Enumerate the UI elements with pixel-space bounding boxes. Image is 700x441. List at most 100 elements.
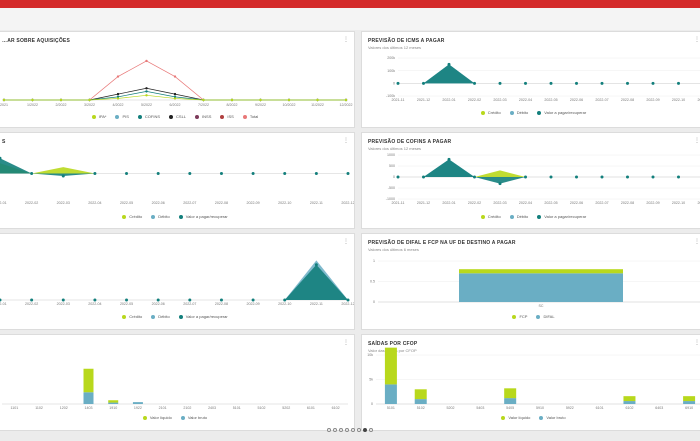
data-point [116,97,120,100]
bar-segment [414,389,427,400]
legend-item[interactable]: ISS [220,114,234,119]
data-point [93,172,97,175]
legend-item[interactable]: Valor a pagar/recuperar [537,214,586,219]
legend-item[interactable]: Crédito [122,314,142,319]
x-tick-label: 2022-06 [152,201,165,205]
x-tick-label: 2022-04 [88,201,101,205]
x-tick-label: 2022-09 [646,98,659,102]
y-tick-label: -100k [386,94,395,98]
x-tick-label: 6101 [596,406,604,410]
legend-label: Valor a pagar/recuperar [544,214,587,219]
x-tick-label: 1/2022 [27,103,38,107]
legend-item[interactable]: Crédito [480,110,501,115]
panel-menu-icon[interactable]: ⋮ [694,340,700,346]
chart-difal: 1 0.5 0 SC [370,259,700,308]
bar-segment [683,401,696,404]
x-tick-label: 2022-07 [595,201,608,205]
legend-marker [169,114,174,119]
pager-dot[interactable] [333,428,337,432]
data-point [651,175,655,179]
data-point [600,175,604,179]
pager-dot[interactable] [351,428,355,432]
panel-menu-icon[interactable]: ⋮ [343,239,349,245]
bar-segment [623,396,636,402]
legend-item[interactable]: IPA* [91,114,106,119]
legend-label: PIS [122,114,129,119]
x-tick-label: 6403 [655,406,663,410]
legend-marker [137,114,142,119]
legend-item[interactable]: Valor a pagar/recuperar [537,110,586,115]
bar-segment [83,368,94,393]
x-tick-label: 5922 [566,406,574,410]
legend-item[interactable]: Débito [509,110,528,115]
legend-item[interactable]: INSS [195,114,211,119]
panel-title: SAÍDAS POR CFOP [368,341,418,347]
legend-item[interactable]: Crédito [480,214,501,219]
legend-item[interactable]: FCP [512,314,527,319]
x-tick-label: 7/2022 [198,103,209,107]
x-tick-label: 2022-10 [672,201,685,205]
data-point [0,298,2,302]
legend-item[interactable]: PIS [115,114,129,119]
x-tick-label: 2022-03 [57,201,70,205]
legend-item[interactable]: DIFAL [536,314,555,319]
chart-legend: IPA* PIS COFINS CSLL INSS ISS Total [0,114,354,119]
x-tick-label: 2022-03 [493,201,506,205]
chart-aquisicoes: 2021 1/2022 2/2022 3/2022 4/2022 5/2022 6/2022… [0,59,353,107]
x-tick-label: 5101 [387,406,395,410]
bar-segment [108,402,119,404]
chart-legend: Crédito Débito Valor a pagar/recuperar [0,214,354,219]
panel-menu-icon[interactable]: ⋮ [694,239,700,245]
legend-marker [501,415,506,420]
pager-dot[interactable] [327,428,331,432]
data-point [116,92,120,96]
data-point [173,92,177,96]
pager-dot[interactable] [339,428,343,432]
legend-item[interactable]: COFINS [137,114,160,119]
legend-item[interactable]: Débito [509,214,528,219]
data-point [677,81,680,85]
data-point [283,298,287,302]
pager-dot[interactable] [345,428,349,432]
legend-item[interactable]: Valor bruto [539,415,566,420]
panel-left-row3: ⋮ 2022-012022-022022-032022-042022-05202… [0,233,355,330]
pager-dot[interactable] [357,428,361,432]
pager-dot[interactable] [363,428,367,432]
x-tick-label: 2021-11 [392,98,405,102]
legend-item[interactable]: Valor a pagar/recuperar [178,214,228,219]
panel-saidas-cfop: SAÍDAS POR CFOP Valor das saídas por CFO… [361,334,700,431]
panel-menu-icon[interactable]: ⋮ [694,37,700,43]
legend-item[interactable]: Crédito [122,214,142,219]
data-point [125,172,129,175]
data-point [230,98,234,102]
data-point [30,298,34,302]
pager-dot[interactable] [369,428,373,432]
bar-segment [384,384,397,404]
legend-item[interactable]: Valor líquido [501,415,530,420]
legend-item[interactable]: Valor líquido [142,415,172,420]
legend-item[interactable]: Total [242,114,258,119]
legend-item[interactable]: CSLL [169,114,186,119]
data-point [346,298,350,302]
panel-menu-icon[interactable]: ⋮ [343,138,349,144]
legend-item[interactable]: Valor bruto [180,415,207,420]
legend-item[interactable]: Débito [151,214,170,219]
bar-segment [504,388,517,399]
legend-label: Valor a pagar/recuperar [544,110,587,115]
panel-menu-icon[interactable]: ⋮ [694,138,700,144]
chart-legend: Crédito Débito Valor a pagar/recuperar [362,110,700,115]
legend-item[interactable]: Débito [151,314,170,319]
legend-item[interactable]: Valor a pagar/recuperar [178,314,228,319]
x-tick-label: 5405 [506,406,514,410]
y-tick-label: 5k [369,378,373,382]
panel-menu-icon[interactable]: ⋮ [343,37,349,43]
panel-menu-icon[interactable]: ⋮ [343,340,349,346]
data-point [145,87,148,90]
value-area [398,159,700,184]
legend-marker [180,415,185,420]
panel-title: PREVISÃO DE DIFAL E FCP NA UF DE DESTINO… [368,240,516,246]
legend-label: Débito [158,314,170,319]
data-point [251,172,255,175]
